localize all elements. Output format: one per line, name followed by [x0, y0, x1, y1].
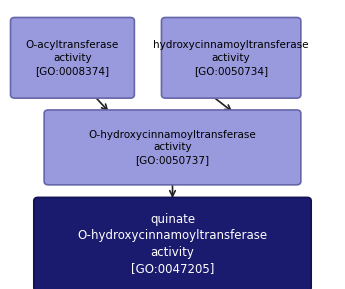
Text: quinate
O-hydroxycinnamoyltransferase
activity
[GO:0047205]: quinate O-hydroxycinnamoyltransferase ac…: [77, 213, 268, 275]
Text: hydroxycinnamoyltransferase
activity
[GO:0050734]: hydroxycinnamoyltransferase activity [GO…: [154, 40, 309, 76]
FancyBboxPatch shape: [161, 17, 301, 98]
FancyBboxPatch shape: [34, 197, 311, 289]
FancyBboxPatch shape: [44, 110, 301, 185]
FancyBboxPatch shape: [10, 17, 135, 98]
Text: O-acyltransferase
activity
[GO:0008374]: O-acyltransferase activity [GO:0008374]: [26, 40, 119, 76]
Text: O-hydroxycinnamoyltransferase
activity
[GO:0050737]: O-hydroxycinnamoyltransferase activity […: [89, 129, 256, 165]
